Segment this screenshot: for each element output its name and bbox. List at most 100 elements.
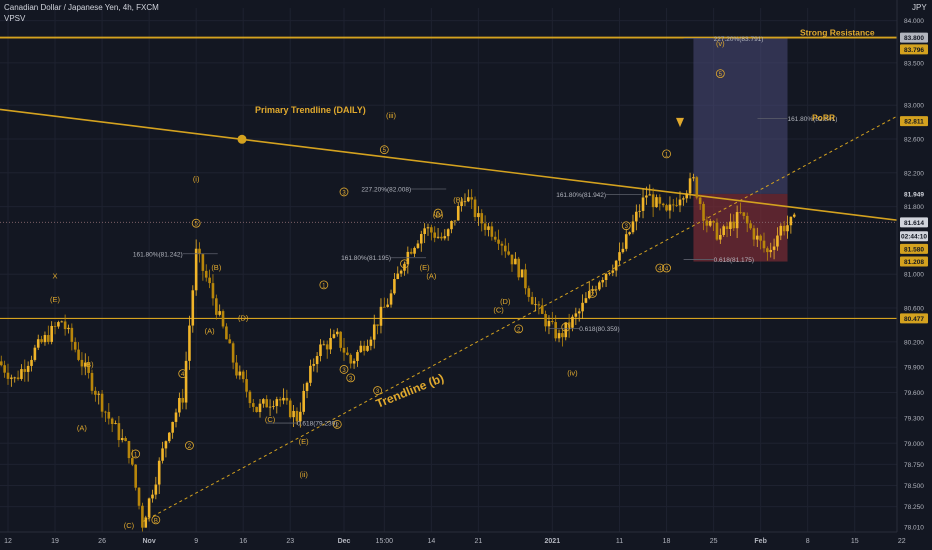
annotation-label: Strong Resistance bbox=[800, 28, 875, 38]
candle-body bbox=[655, 197, 658, 208]
y-tick-label: 80.200 bbox=[904, 339, 924, 346]
candle-body bbox=[83, 362, 87, 367]
candle-body bbox=[285, 397, 289, 401]
wave-label: (E) bbox=[299, 437, 310, 446]
candle-body bbox=[171, 421, 174, 433]
candle-body bbox=[692, 177, 695, 179]
price-label: 81.614 bbox=[904, 220, 924, 227]
y-tick-label: 78.250 bbox=[904, 504, 924, 511]
candle-body bbox=[319, 344, 322, 357]
target-zone-box bbox=[693, 37, 788, 194]
candle-body bbox=[272, 406, 275, 407]
price-label: 81.208 bbox=[904, 259, 924, 266]
y-tick-label: 83.000 bbox=[904, 103, 924, 110]
candle-body bbox=[789, 216, 793, 226]
candle-body bbox=[540, 305, 544, 314]
price-label: 83.796 bbox=[904, 47, 924, 54]
wave-label: 5 bbox=[194, 222, 198, 228]
wave-label-circle bbox=[400, 259, 409, 269]
candle-body bbox=[514, 258, 517, 265]
candle-body bbox=[221, 311, 225, 327]
wave-label-circle bbox=[319, 280, 329, 290]
candle-body bbox=[231, 343, 235, 363]
candle-body bbox=[134, 464, 137, 488]
candle-body bbox=[47, 335, 50, 342]
x-tick-label: 14 bbox=[427, 538, 435, 545]
candle-body bbox=[131, 458, 134, 465]
wave-label: 1 bbox=[564, 326, 568, 332]
wave-label: 4 bbox=[658, 267, 662, 273]
candle-body bbox=[430, 227, 433, 233]
candle-body bbox=[30, 359, 33, 366]
candle-body bbox=[561, 333, 564, 338]
candle-body bbox=[477, 213, 480, 218]
candle-body bbox=[218, 311, 221, 315]
candle-body bbox=[23, 369, 27, 372]
candle-body bbox=[671, 204, 675, 206]
wave-label: (E) bbox=[420, 263, 431, 272]
candle-body bbox=[591, 290, 594, 291]
fib-label: 161.80%(81.195) bbox=[341, 255, 391, 262]
wave-label: 2 bbox=[188, 444, 192, 450]
candle-body bbox=[551, 321, 554, 323]
candle-body bbox=[708, 220, 712, 226]
annotation-label: Primary Trendline (DAILY) bbox=[255, 105, 366, 115]
candle-body bbox=[70, 327, 74, 342]
candle-body bbox=[598, 282, 601, 290]
candle-body bbox=[416, 243, 420, 248]
wave-label: (D) bbox=[433, 211, 444, 220]
trendline-anchor-dot bbox=[237, 134, 247, 144]
candle-body bbox=[446, 229, 450, 237]
candle-body bbox=[443, 236, 447, 239]
wave-label: 1 bbox=[134, 452, 138, 458]
candle-body bbox=[537, 304, 541, 306]
x-tick-label: 26 bbox=[98, 538, 106, 545]
wave-label: (i) bbox=[193, 174, 200, 183]
wave-label-circle bbox=[715, 69, 725, 79]
price-label-box bbox=[900, 217, 928, 228]
candle-body bbox=[80, 359, 84, 367]
candle-body bbox=[258, 403, 262, 413]
candle-body bbox=[688, 178, 692, 194]
wave-label-circle bbox=[373, 386, 383, 395]
wave-label: 1 bbox=[665, 152, 669, 158]
wave-label: 4 bbox=[403, 262, 407, 268]
wave-label: (iii) bbox=[386, 111, 396, 120]
peak-marker-triangle bbox=[676, 117, 684, 128]
candle-body bbox=[309, 365, 312, 383]
candle-body bbox=[248, 391, 252, 404]
x-tick-label: 2021 bbox=[545, 538, 561, 545]
wave-label: (C) bbox=[124, 521, 135, 530]
candle-body bbox=[483, 223, 487, 230]
wave-label: (ii) bbox=[300, 470, 309, 479]
x-tick-label: 12 bbox=[4, 538, 12, 545]
candle-body bbox=[594, 289, 598, 291]
wave-label-circle bbox=[433, 208, 443, 218]
candle-body bbox=[151, 494, 154, 499]
x-tick-label: 8 bbox=[806, 538, 810, 545]
candle-body bbox=[544, 313, 547, 327]
fib-label: 227.20%(82.008) bbox=[361, 187, 411, 194]
wave-label-circle bbox=[339, 365, 349, 374]
candle-body bbox=[16, 377, 20, 379]
candle-body bbox=[547, 321, 551, 327]
fib-label: 161.80%(81.242) bbox=[133, 251, 183, 258]
candle-body bbox=[0, 361, 3, 366]
candle-body bbox=[161, 448, 164, 461]
candle-body bbox=[685, 193, 689, 199]
wave-label: B bbox=[154, 518, 158, 524]
candle-body bbox=[554, 322, 557, 339]
fib-label: 227.20%(83.791) bbox=[714, 36, 764, 43]
candle-body bbox=[450, 221, 453, 230]
candle-body bbox=[181, 397, 185, 403]
wave-label: (D) bbox=[500, 297, 511, 306]
candle-body bbox=[641, 197, 645, 211]
candle-body bbox=[510, 254, 514, 265]
candle-body bbox=[571, 316, 574, 328]
candle-body bbox=[520, 269, 524, 278]
candle-body bbox=[26, 365, 30, 372]
candle-body bbox=[322, 344, 326, 346]
candle-body bbox=[265, 399, 269, 408]
candle-body bbox=[379, 306, 383, 326]
